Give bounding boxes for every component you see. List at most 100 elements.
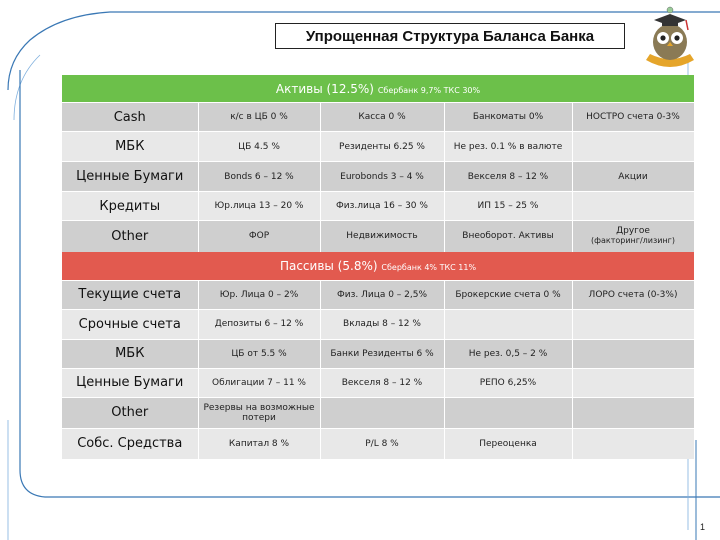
assets-header-note: Сбербанк 9,7% ТКС 30% — [377, 85, 481, 95]
table-row: Other ФОР Недвижимость Внеоборот. Активы Дру… — [62, 220, 695, 252]
table-cell: ЛОРО счета (0-3%) — [572, 279, 695, 309]
table-cell — [444, 396, 573, 428]
table-cell: Вклады 8 – 12 % — [320, 308, 445, 339]
cell-text: Eurobonds 3 – 4 % — [340, 171, 424, 182]
cell-text: ЦБ 4.5 % — [238, 141, 280, 152]
row-category: Ценные Бумаги — [62, 161, 199, 192]
row-category: Собс. Средства — [62, 427, 199, 459]
page-number: 1 — [700, 522, 706, 532]
table-cell: Eurobonds 3 – 4 % — [320, 161, 445, 192]
table-cell: Не рез. 0.1 % в валюте — [444, 131, 573, 162]
owl-logo-icon — [646, 6, 694, 67]
cell-text: НОСТРО счета 0-3% — [586, 112, 680, 122]
cell-text: Банки Резиденты 6 % — [330, 348, 434, 359]
liabilities-header-row: Пассивы (5.8%) Сбербанк 4% ТКС 11% — [62, 251, 695, 280]
row-category: Ценные Бумаги — [62, 367, 199, 397]
cell-text: ЛОРО счета (0-3%) — [588, 289, 678, 300]
cell-text: Резервы на возможные потери — [203, 402, 315, 423]
table-row: Ценные Бумаги Bonds 6 – 12 % Eurobonds 3 –… — [62, 161, 695, 192]
table-cell: Физ.лица 16 – 30 % — [320, 191, 445, 221]
table-cell: ИП 15 – 25 % — [444, 191, 573, 221]
cell-text: Другое — [616, 226, 650, 237]
table-cell — [320, 396, 445, 428]
cell-text: Касса 0 % — [358, 112, 406, 122]
cell-text: Капитал 8 % — [228, 438, 290, 449]
cell-text: Векселя 8 – 12 % — [467, 171, 549, 182]
table-cell: Банки Резиденты 6 % — [320, 338, 445, 368]
row-category: Cash — [62, 102, 199, 132]
table-cell: Физ. Лица 0 – 2,5% — [320, 279, 445, 309]
liabilities-header-title: Пассивы (5.8%) — [279, 258, 378, 273]
table-cell: Банкоматы 0% — [444, 102, 573, 132]
table-cell: Облигации 7 – 11 % — [198, 367, 321, 397]
table-cell: Брокерские счета 0 % — [444, 279, 573, 309]
cell-text: Юр.лица 13 – 20 % — [214, 201, 304, 211]
table-row: Кредиты Юр.лица 13 – 20 % Физ.лица 16 – 30… — [62, 191, 695, 221]
balance-table: Активы (12.5%) Сбербанк 9,7% ТКС 30% Cas… — [62, 75, 695, 459]
page-title: Упрощенная Структура Баланса Банка — [275, 23, 625, 49]
table-cell: Юр.лица 13 – 20 % — [198, 191, 321, 221]
row-category: МБК — [62, 338, 199, 368]
table-cell: Касса 0 % — [320, 102, 445, 132]
row-category: МБК — [62, 131, 199, 162]
table-row: Cash к/с в ЦБ 0 % Касса 0 % Банкоматы 0% НОС… — [62, 102, 695, 132]
table-cell: Внеоборот. Активы — [444, 220, 573, 252]
cell-text: Вклады 8 – 12 % — [343, 319, 421, 329]
table-cell — [572, 396, 695, 428]
table-cell — [572, 338, 695, 368]
table-row: Other Резервы на возможные потери — [62, 396, 695, 428]
table-cell: Векселя 8 – 12 % — [444, 161, 573, 192]
cell-text: Bonds 6 – 12 % — [224, 171, 294, 182]
cell-text: Депозиты 6 – 12 % — [214, 319, 304, 329]
table-cell — [572, 131, 695, 162]
cell-text: Переоценка — [479, 438, 537, 449]
table-cell: ЦБ от 5.5 % — [198, 338, 321, 368]
table-cell — [572, 308, 695, 339]
row-category: Срочные счета — [62, 308, 199, 339]
table-cell: Недвижимость — [320, 220, 445, 252]
table-cell: Векселя 8 – 12 % — [320, 367, 445, 397]
cell-text: Резиденты 6.25 % — [339, 141, 425, 152]
cell-text: Юр. Лица 0 – 2% — [219, 289, 299, 300]
assets-section: Активы (12.5%) Сбербанк 9,7% ТКС 30% Cas… — [62, 75, 695, 252]
cell-text: Брокерские счета 0 % — [455, 289, 561, 300]
table-cell: Резиденты 6.25 % — [320, 131, 445, 162]
cell-text: Векселя 8 – 12 % — [341, 377, 423, 388]
assets-header-row: Активы (12.5%) Сбербанк 9,7% ТКС 30% — [62, 75, 695, 103]
cell-text: Акции — [618, 171, 648, 182]
table-row: Ценные Бумаги Облигации 7 – 11 % Векселя 8… — [62, 367, 695, 397]
liabilities-header-note: Сбербанк 4% ТКС 11% — [381, 262, 477, 272]
cell-text: Облигации 7 – 11 % — [212, 377, 306, 388]
assets-header: Активы (12.5%) Сбербанк 9,7% ТКС 30% — [62, 75, 695, 103]
row-category: Кредиты — [62, 191, 199, 221]
cell-text: Не рез. 0,5 – 2 % — [468, 348, 548, 359]
liabilities-header: Пассивы (5.8%) Сбербанк 4% ТКС 11% — [62, 251, 695, 280]
cell-text: ИП 15 – 25 % — [477, 201, 539, 211]
row-category: Other — [62, 220, 199, 252]
table-cell: РЕПО 6,25% — [444, 367, 573, 397]
table-row: Текущие счета Юр. Лица 0 – 2% Физ. Лица 0 … — [62, 279, 695, 309]
table-cell: Другое (факторинг/лизинг) — [572, 220, 695, 252]
table-cell: Акции — [572, 161, 695, 192]
table-cell: Не рез. 0,5 – 2 % — [444, 338, 573, 368]
cell-text: к/с в ЦБ 0 % — [230, 112, 288, 122]
cell-text: Недвижимость — [346, 231, 418, 242]
table-cell: ФОР — [198, 220, 321, 252]
table-cell: Юр. Лица 0 – 2% — [198, 279, 321, 309]
cell-text: Физ. Лица 0 – 2,5% — [336, 289, 428, 300]
table-cell: Переоценка — [444, 427, 573, 459]
table-cell: Депозиты 6 – 12 % — [198, 308, 321, 339]
liabilities-section: Пассивы (5.8%) Сбербанк 4% ТКС 11% Текущ… — [62, 251, 695, 459]
cell-text: Не рез. 0.1 % в валюте — [453, 141, 563, 152]
row-category: Other — [62, 396, 199, 428]
table-cell — [572, 427, 695, 459]
cell-text: P/L 8 % — [365, 438, 399, 449]
table-row: МБК ЦБ 4.5 % Резиденты 6.25 % Не рез. 0.1 %… — [62, 131, 695, 162]
table-cell: ЦБ 4.5 % — [198, 131, 321, 162]
table-cell: НОСТРО счета 0-3% — [572, 102, 695, 132]
cell-text: Физ.лица 16 – 30 % — [336, 201, 428, 211]
table-cell: P/L 8 % — [320, 427, 445, 459]
cell-note: (факторинг/лизинг) — [591, 236, 675, 246]
cell-text: РЕПО 6,25% — [479, 377, 537, 388]
table-row: МБК ЦБ от 5.5 % Банки Резиденты 6 % Не рез.… — [62, 338, 695, 368]
